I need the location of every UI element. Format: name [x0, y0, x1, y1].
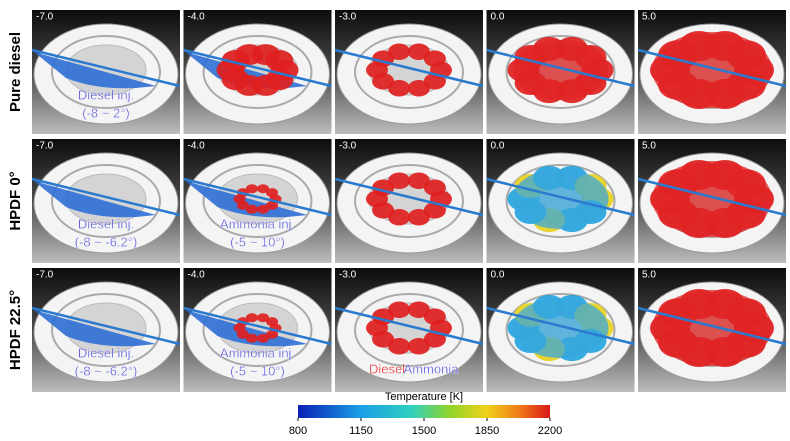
colorbar	[298, 405, 550, 418]
panel: 0.0	[487, 10, 635, 134]
time-label: -4.0	[188, 12, 206, 23]
annotation: Ammonia inj.	[220, 345, 295, 360]
annotation: Diesel	[369, 361, 405, 376]
annotation: Diesel inj.	[78, 345, 134, 360]
row-label: Pure diesel	[7, 32, 24, 112]
colorbar-tick-label: 1150	[349, 425, 373, 437]
panel: -7.0 Diesel inj. (-8 ~ -6.2°)	[32, 139, 180, 263]
flame-core	[513, 40, 609, 100]
flame	[257, 334, 269, 343]
time-label: -7.0	[36, 141, 54, 152]
time-label: -3.0	[339, 141, 357, 152]
flame	[408, 338, 430, 355]
time-label: 0.0	[491, 12, 505, 23]
flame	[265, 50, 293, 71]
annotation: Ammonia	[404, 361, 460, 376]
flame-core	[652, 32, 772, 108]
annotation: Ammonia inj.	[220, 216, 295, 231]
panel: -4.0 Ammonia inj. (-5 ~ 10°)	[184, 139, 332, 263]
time-label: 5.0	[642, 12, 656, 23]
time-label: 0.0	[491, 270, 505, 281]
annotation: (-5 ~ 10°)	[230, 234, 285, 249]
panel: -4.0 Ammonia inj. (-5 ~ 10°)	[184, 268, 332, 392]
flame	[266, 188, 278, 197]
annotation: Diesel inj.	[78, 87, 134, 102]
time-label: -4.0	[188, 141, 206, 152]
flame	[246, 313, 258, 322]
time-label: -7.0	[36, 12, 54, 23]
panel: 5.0	[638, 139, 786, 263]
time-label: -3.0	[339, 12, 357, 23]
colorbar-tick-label: 1850	[475, 425, 499, 437]
flame	[424, 308, 446, 325]
time-label: -3.0	[339, 270, 357, 281]
flame-core	[652, 290, 772, 366]
flame	[246, 184, 258, 193]
flame-core	[513, 298, 609, 358]
colorbar-tick-label: 800	[289, 425, 307, 437]
flame	[388, 43, 410, 60]
colorbar-tick-label: 2200	[538, 425, 562, 437]
panel: -3.0	[335, 10, 483, 134]
flame	[408, 80, 430, 97]
annotation: (-8 ~ -6.2°)	[75, 234, 138, 249]
flame	[266, 317, 278, 326]
time-label: 5.0	[642, 270, 656, 281]
annotation: (-8 ~ -6.2°)	[75, 363, 138, 378]
flame	[424, 50, 446, 67]
colorbar-title: Temperature [K]	[385, 391, 463, 403]
flame	[424, 179, 446, 196]
row-label: HPDF 22.5°	[7, 290, 24, 370]
panel: -4.0	[184, 10, 332, 134]
annotation: (-8 ~ 2°)	[82, 105, 129, 120]
time-label: 5.0	[642, 141, 656, 152]
flame	[388, 301, 410, 318]
panel: 0.0	[487, 268, 635, 392]
time-label: -7.0	[36, 270, 54, 281]
time-label: 0.0	[491, 141, 505, 152]
panel: -7.0 Diesel inj. (-8 ~ 2°)	[32, 10, 180, 134]
row-label: HPDF 0°	[7, 171, 24, 230]
panel: 5.0	[638, 10, 786, 134]
flame	[257, 205, 269, 214]
flame	[408, 209, 430, 226]
flame-core	[652, 161, 772, 237]
panel: 5.0	[638, 268, 786, 392]
annotation: Diesel inj.	[78, 216, 134, 231]
annotation: (-5 ~ 10°)	[230, 363, 285, 378]
panel: -3.0	[335, 139, 483, 263]
colorbar-tick-label: 1500	[412, 425, 436, 437]
figure: Pure diesel-7.0Diesel inj.(-8 ~ 2°)-4.0-…	[0, 0, 790, 441]
flame	[388, 172, 410, 189]
flame-core	[513, 169, 609, 229]
panel: 0.0	[487, 139, 635, 263]
time-label: -4.0	[188, 270, 206, 281]
panel: -7.0 Diesel inj. (-8 ~ -6.2°)	[32, 268, 180, 392]
